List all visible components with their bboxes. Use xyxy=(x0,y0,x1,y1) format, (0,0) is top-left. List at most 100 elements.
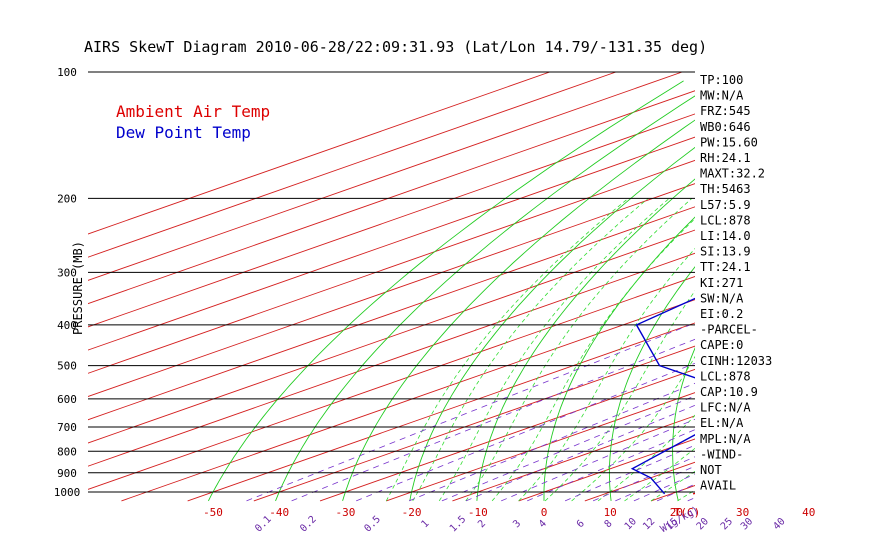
mixing-ratio-tick-label: 1 xyxy=(419,518,431,530)
pressure-tick-label: 500 xyxy=(57,360,77,373)
mixing-ratio-line xyxy=(732,325,870,501)
bottom-temp-tick-label: -50 xyxy=(203,506,223,519)
isotherm-line xyxy=(88,113,695,328)
background-lines xyxy=(88,72,870,502)
dew-point-temp-line xyxy=(630,297,695,495)
bottom-temp-tick-label: 30 xyxy=(736,506,749,519)
moist-adiabat-line xyxy=(783,198,870,501)
mixing-ratio-tick-label: 6 xyxy=(575,518,587,530)
stability-index-label: WB0:646 xyxy=(700,120,751,134)
moist-adiabat-line xyxy=(491,218,695,502)
bottom-temp-tick-label: 10 xyxy=(604,506,617,519)
stability-index-label: CINH:12033 xyxy=(700,354,772,368)
isotherm-line xyxy=(386,392,695,502)
dry-adiabat-line xyxy=(342,119,695,502)
moist-adiabat-line xyxy=(597,414,695,502)
dry-adiabat-line xyxy=(207,80,684,502)
mixing-ratio-tick-label: 8 xyxy=(603,518,615,530)
dry-adiabat-line xyxy=(275,95,695,502)
pressure-tick-label: 300 xyxy=(57,266,77,279)
moist-adiabat-line xyxy=(438,198,670,502)
isotherm-line xyxy=(88,72,550,235)
pressure-tick-label: 400 xyxy=(57,319,77,332)
stability-index-label: CAPE:0 xyxy=(700,338,743,352)
mixing-ratio-line xyxy=(615,465,695,502)
isotherm-line xyxy=(518,438,695,502)
mixing-ratio-tick-label: 3 xyxy=(511,518,523,530)
mixing-ratio-tick-label: 1.5 xyxy=(448,514,469,535)
isotherm-line xyxy=(253,345,695,502)
mixing-ratio-line xyxy=(765,325,870,501)
mixing-ratio-tick-label: 4 xyxy=(537,518,549,530)
moist-adiabat-line xyxy=(624,447,695,502)
legend-ambient-air: Ambient Air Temp xyxy=(116,102,270,121)
stability-index-label: MAXT:32.2 xyxy=(700,167,765,181)
mixing-ratio-tick-label: 0.2 xyxy=(298,514,319,535)
moist-adiabat-line xyxy=(571,355,695,502)
isotherm-line xyxy=(88,136,695,351)
stability-index-label: LFC:N/A xyxy=(700,401,751,415)
isotherm-line xyxy=(88,90,695,305)
mixing-ratio-line xyxy=(656,483,695,502)
pressure-tick-label: 1000 xyxy=(54,486,81,499)
isotherm-line xyxy=(88,72,617,258)
stability-index-label: TH:5463 xyxy=(700,182,751,196)
isotherm-line xyxy=(319,368,695,502)
isotherm-line xyxy=(88,183,695,397)
stability-index-label: PW:15.60 xyxy=(700,135,758,149)
stability-index-label: TP:100 xyxy=(700,73,743,87)
moist-adiabat-line xyxy=(544,290,695,502)
moist-adiabat-line xyxy=(518,247,695,502)
mixing-ratio-tick-label: 2 xyxy=(476,518,488,530)
isotherm-line xyxy=(121,299,695,502)
mixing-ratio-line xyxy=(356,362,695,502)
isotherm-line xyxy=(88,276,695,490)
stability-index-label: LI:14.0 xyxy=(700,229,751,243)
mixing-ratio-line xyxy=(592,456,695,502)
stability-index-label: TT:24.1 xyxy=(700,260,751,274)
dry-adiabat-line xyxy=(476,178,695,501)
y-axis-label: PRESSURE (MB) xyxy=(71,241,85,335)
bottom-temp-tick-label: -30 xyxy=(335,506,355,519)
dry-adiabat-line xyxy=(793,81,870,501)
mixing-ratio-line xyxy=(408,382,695,502)
stability-index-label: KI:271 xyxy=(700,276,743,290)
stability-index-label: MW:N/A xyxy=(700,89,744,103)
isotherm-line xyxy=(850,72,870,501)
stability-index-label: LCL:878 xyxy=(700,369,751,383)
isotherm-line xyxy=(650,484,695,502)
mixing-ratio-tick-label: 25 xyxy=(719,516,735,532)
temp-unit-label: T(C) xyxy=(674,506,701,519)
pressure-tick-label: 900 xyxy=(57,467,77,480)
series-layer xyxy=(630,297,695,495)
dry-adiabat-line xyxy=(409,146,695,501)
stability-index-label: EI:0.2 xyxy=(700,307,743,321)
bottom-temp-tick-label: 40 xyxy=(802,506,815,519)
isotherm-line xyxy=(452,415,695,502)
mixing-ratio-tick-label: 12 xyxy=(641,516,657,532)
dry-adiabat-line xyxy=(543,216,695,501)
moist-adiabat-line xyxy=(757,198,870,501)
stability-index-label: L57:5.9 xyxy=(700,198,751,212)
mixing-ratio-line xyxy=(291,338,695,502)
stability-index-label: FRZ:545 xyxy=(700,104,751,118)
pressure-tick-label: 700 xyxy=(57,421,77,434)
dry-adiabat-line xyxy=(850,81,870,501)
moist-adiabat-line xyxy=(412,198,649,502)
stability-index-label: MPL:N/A xyxy=(700,432,751,446)
stability-index-label: NOT xyxy=(700,463,722,477)
dry-adiabat-line xyxy=(672,347,695,502)
pressure-tick-label: 200 xyxy=(57,192,77,205)
pressure-tick-label: 600 xyxy=(57,393,77,406)
isotherm-line xyxy=(88,252,695,467)
stability-index-label: RH:24.1 xyxy=(700,151,751,165)
bottom-temp-tick-label: 0 xyxy=(541,506,548,519)
chart-title: AIRS SkewT Diagram 2010-06-28/22:09:31.9… xyxy=(84,38,707,56)
bottom-temp-tick-label: -10 xyxy=(468,506,488,519)
stability-index-label: EL:N/A xyxy=(700,416,744,430)
stability-index-label: LCL:878 xyxy=(700,213,751,227)
bottom-temp-tick-label: -40 xyxy=(269,506,289,519)
moist-adiabat-line xyxy=(731,198,870,501)
isotherm-line xyxy=(783,72,870,501)
